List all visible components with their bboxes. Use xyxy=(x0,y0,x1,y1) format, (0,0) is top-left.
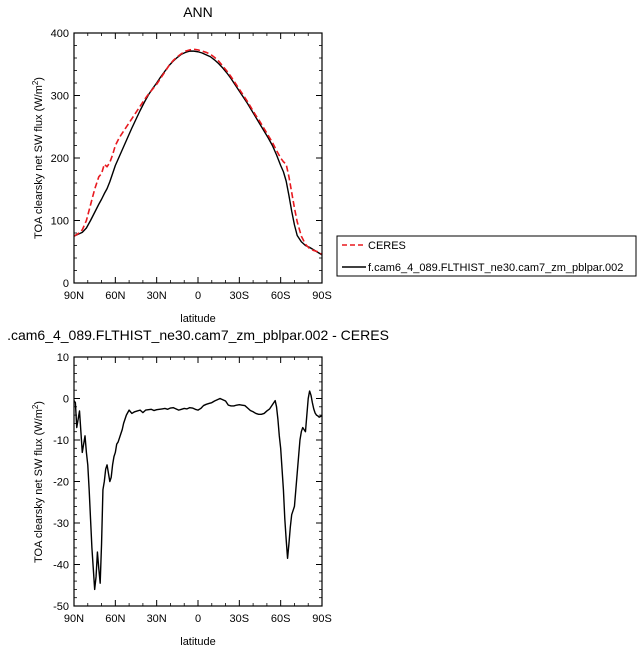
top-y-tick-label: 400 xyxy=(51,28,69,40)
bottom-y-tick-label: -30 xyxy=(53,518,69,530)
top-x-tick-label: 30S xyxy=(230,290,250,302)
svg-text:TOA clearsky net SW flux (W/m2: TOA clearsky net SW flux (W/m2) xyxy=(31,401,46,563)
legend-box xyxy=(336,235,637,277)
top-y-axis-label: TOA clearsky net SW flux (W/m2) xyxy=(31,77,46,239)
top-panel: ANN TOA clearsky net SW flux (W/m2) lati… xyxy=(31,4,332,325)
top-series-line-model xyxy=(73,50,323,256)
bottom-x-tick-label: 90N xyxy=(64,613,84,625)
bottom-series-line-model xyxy=(73,390,323,591)
top-y-axis-label-end: ) xyxy=(33,77,45,81)
bottom-y-tick-label: 0 xyxy=(63,394,69,406)
top-chart-title: ANN xyxy=(183,4,213,20)
top-x-tick-label: 90S xyxy=(312,290,332,302)
bottom-y-tick-label: -40 xyxy=(53,560,69,572)
bottom-chart-title: .cam6_4_089.FLTHIST_ne30.cam7_zm_pblpar.… xyxy=(7,327,389,343)
top-y-tick-label: 300 xyxy=(51,91,69,103)
bottom-x-axis-label: latitude xyxy=(180,636,215,648)
top-y-axis-label-text: TOA clearsky net SW flux (W/m xyxy=(33,85,45,239)
bottom-y-axis-label: TOA clearsky net SW flux (W/m2) xyxy=(31,401,46,563)
top-x-axis-label: latitude xyxy=(180,313,215,325)
bottom-x-tick-label: 30N xyxy=(147,613,167,625)
top-x-tick-label: 0 xyxy=(195,290,201,302)
bottom-x-tick-label: 0 xyxy=(195,613,201,625)
legend-label-model: f.cam6_4_089.FLTHIST_ne30.cam7_zm_pblpar… xyxy=(368,262,623,274)
bottom-x-tick-label: 90S xyxy=(312,613,332,625)
top-x-tick-label: 90N xyxy=(64,290,84,302)
svg-text:TOA clearsky net SW flux (W/m2: TOA clearsky net SW flux (W/m2) xyxy=(31,77,46,239)
top-y-tick-label: 100 xyxy=(51,216,69,228)
bottom-x-tick-label: 60S xyxy=(271,613,291,625)
top-y-tick-label: 0 xyxy=(63,278,69,290)
top-y-tick-label: 200 xyxy=(51,153,69,165)
bottom-x-tick-label: 30S xyxy=(230,613,250,625)
bottom-y-axis-label-text: TOA clearsky net SW flux (W/m xyxy=(33,409,45,563)
top-x-tick-label: 60N xyxy=(105,290,125,302)
top-y-axis-label-sup: 2 xyxy=(31,80,40,85)
bottom-y-tick-label: -50 xyxy=(53,601,69,613)
bottom-panel: .cam6_4_089.FLTHIST_ne30.cam7_zm_pblpar.… xyxy=(7,327,389,648)
bottom-y-tick-label: 10 xyxy=(57,352,69,364)
bottom-x-tick-label: 60N xyxy=(105,613,125,625)
top-x-tick-label: 30N xyxy=(147,290,167,302)
top-series-line-ceres xyxy=(73,48,323,255)
bottom-y-tick-label: -10 xyxy=(53,435,69,447)
top-plot-frame xyxy=(73,32,323,284)
bottom-y-axis-label-sup: 2 xyxy=(31,404,40,409)
bottom-y-axis-label-end: ) xyxy=(33,401,45,405)
bottom-y-tick-label: -20 xyxy=(53,477,69,489)
top-x-tick-label: 60S xyxy=(271,290,291,302)
legend: CERES f.cam6_4_089.FLTHIST_ne30.cam7_zm_… xyxy=(336,235,637,277)
bottom-plot-frame xyxy=(73,356,323,607)
legend-label-ceres: CERES xyxy=(368,240,406,252)
